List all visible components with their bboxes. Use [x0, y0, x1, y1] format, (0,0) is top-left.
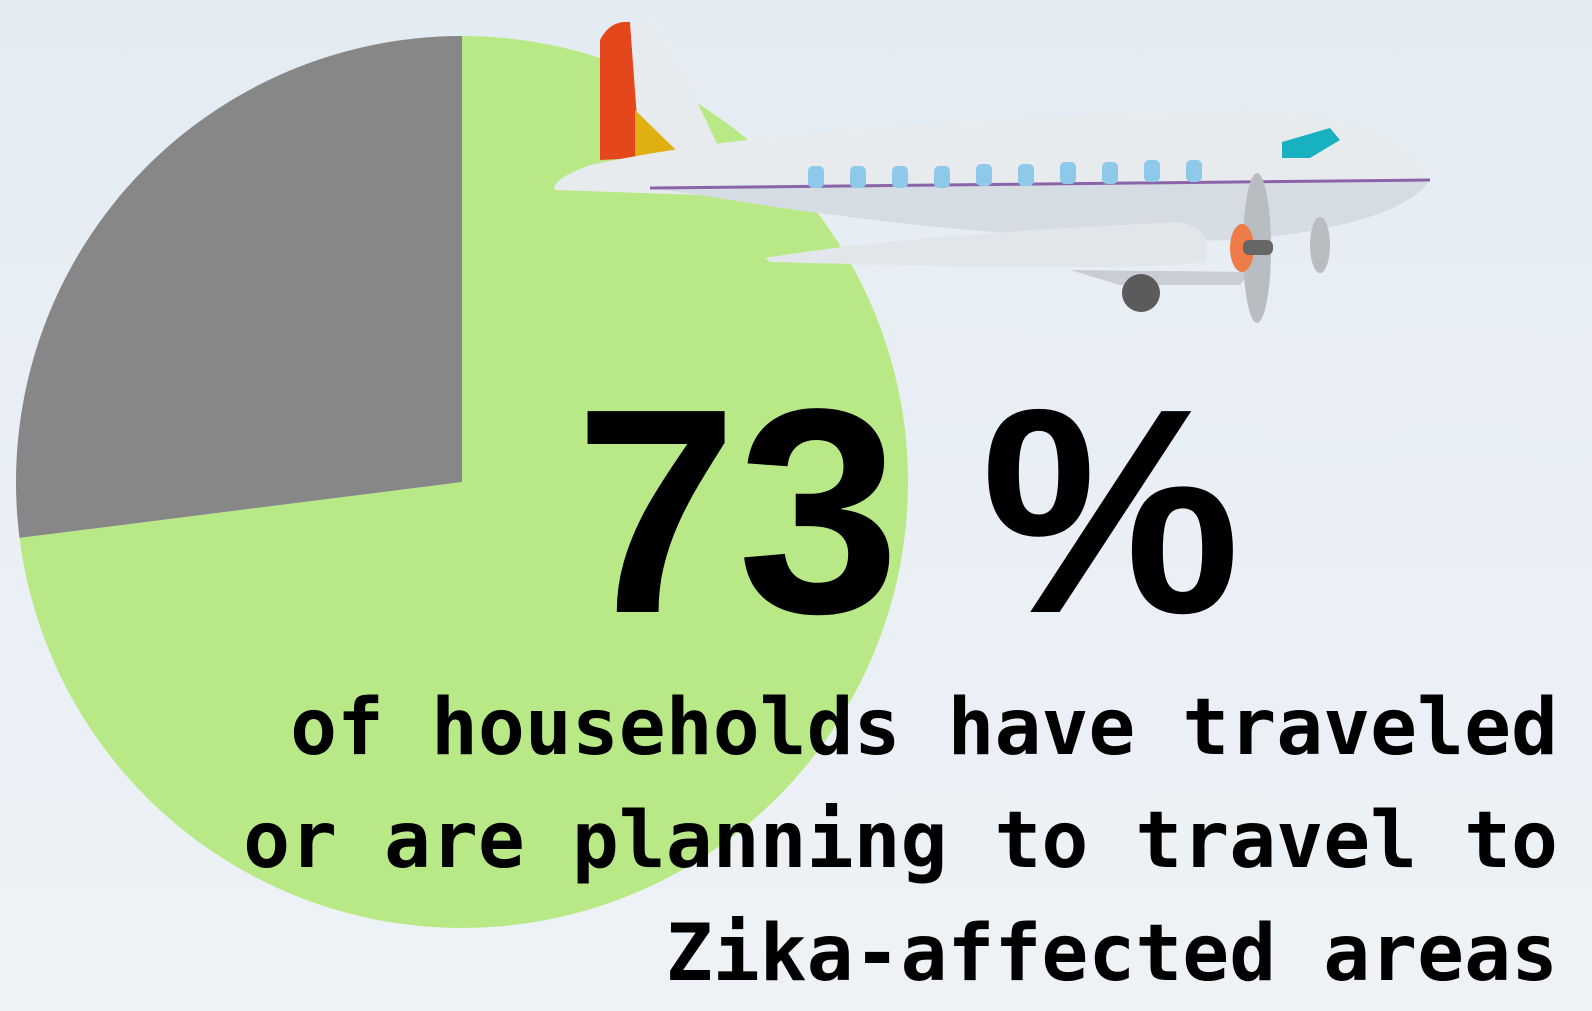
wheel [1122, 274, 1160, 312]
page: 73 % of households have traveled or are … [0, 0, 1592, 1011]
propeller-2 [1310, 217, 1330, 273]
engine [1070, 270, 1250, 285]
pie-slice [16, 36, 462, 538]
caption: of households have traveled or are plann… [218, 672, 1558, 1011]
hub [1243, 240, 1273, 255]
value-label: 73 % [575, 348, 1241, 674]
